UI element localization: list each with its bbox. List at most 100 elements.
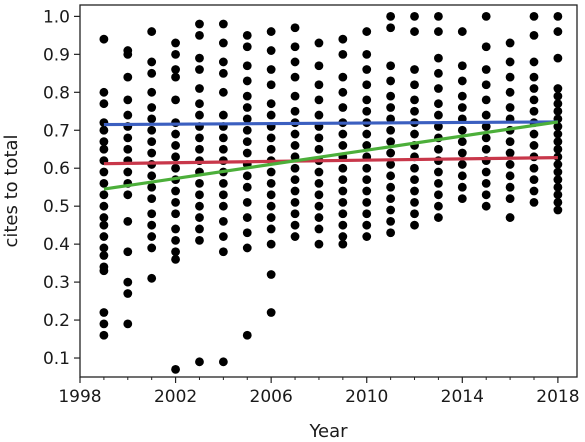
data-point: [529, 11, 539, 21]
data-point: [99, 243, 109, 253]
data-point: [290, 141, 300, 150]
data-point: [171, 235, 180, 245]
data-point: [410, 27, 419, 36]
data-point: [529, 141, 539, 150]
data-point: [195, 357, 204, 367]
data-point: [410, 11, 419, 21]
data-point: [147, 273, 157, 283]
data-point: [553, 182, 563, 192]
data-point: [266, 213, 276, 222]
data-point: [99, 213, 109, 222]
data-point: [195, 133, 204, 143]
data-point: [505, 160, 515, 169]
data-point: [410, 80, 419, 90]
data-point: [99, 87, 109, 97]
data-point: [338, 209, 348, 219]
data-point: [457, 137, 467, 147]
data-point: [362, 163, 372, 173]
data-point: [99, 330, 109, 340]
data-point: [123, 247, 133, 257]
data-point: [314, 95, 324, 105]
x-tick-label: 1998: [58, 387, 101, 407]
data-point: [505, 72, 515, 82]
y-tick-label: 0.2: [43, 311, 70, 331]
data-point: [242, 30, 252, 40]
data-point: [99, 167, 109, 177]
data-point: [171, 209, 180, 219]
data-point: [386, 125, 396, 135]
data-point: [266, 179, 276, 188]
x-tick-label: 2014: [441, 387, 484, 407]
data-point: [242, 228, 252, 238]
data-point: [195, 144, 204, 154]
data-point: [457, 61, 467, 71]
data-point: [338, 197, 348, 207]
data-point: [553, 160, 563, 169]
data-point: [99, 125, 109, 135]
data-point: [314, 190, 324, 200]
data-point: [314, 213, 324, 222]
data-point: [410, 197, 419, 207]
data-point: [386, 148, 396, 158]
data-point: [123, 144, 133, 154]
data-point: [290, 129, 300, 139]
data-point: [314, 38, 324, 48]
fit-line: [103, 120, 558, 127]
data-point: [123, 95, 133, 105]
data-point: [123, 277, 133, 287]
data-point: [386, 160, 396, 169]
data-point: [242, 182, 252, 192]
data-point: [481, 144, 491, 154]
data-point: [266, 99, 276, 109]
data-point: [290, 197, 300, 207]
data-point: [242, 137, 252, 147]
data-point: [218, 68, 228, 78]
data-point: [457, 103, 467, 112]
data-point: [314, 224, 324, 234]
data-point: [314, 144, 324, 154]
data-point: [195, 110, 204, 120]
data-point: [99, 34, 109, 44]
data-point: [99, 308, 109, 317]
y-axis-title: cites to total: [1, 134, 22, 247]
data-point: [147, 57, 157, 67]
data-point: [362, 197, 372, 207]
data-point: [242, 42, 252, 52]
data-point: [529, 84, 539, 93]
data-point: [147, 220, 157, 230]
data-point: [505, 194, 515, 203]
data-point: [171, 163, 180, 173]
data-point: [457, 148, 467, 158]
data-point: [266, 65, 276, 74]
data-point: [218, 144, 228, 154]
data-point: [195, 84, 204, 93]
data-point: [481, 110, 491, 120]
data-point: [529, 129, 539, 139]
data-point: [434, 167, 443, 177]
data-point: [171, 141, 180, 150]
data-point: [147, 148, 157, 158]
data-point: [338, 232, 348, 241]
data-point: [266, 80, 276, 90]
data-point: [362, 175, 372, 185]
data-point: [338, 163, 348, 173]
data-point: [99, 99, 109, 109]
data-point: [410, 186, 419, 196]
data-point: [338, 186, 348, 196]
data-point: [218, 179, 228, 188]
data-point: [147, 171, 157, 181]
data-point: [123, 289, 133, 298]
data-point: [242, 91, 252, 101]
data-point: [290, 72, 300, 82]
data-point: [529, 30, 539, 40]
data-point: [338, 129, 348, 139]
data-point: [99, 144, 109, 154]
data-point: [338, 239, 348, 249]
data-point: [362, 49, 372, 59]
data-point: [505, 182, 515, 192]
data-point: [457, 91, 467, 101]
data-point: [386, 137, 396, 147]
data-point: [195, 224, 204, 234]
data-point: [195, 235, 204, 245]
data-point: [457, 194, 467, 203]
